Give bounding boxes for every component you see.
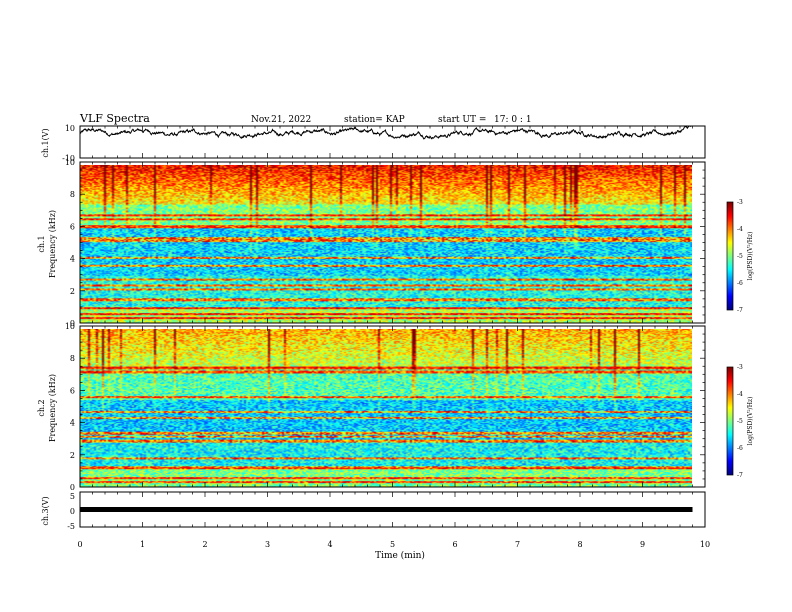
spec2-ytick-label-0: 0 [70, 483, 75, 492]
ch1-spectrogram-image [80, 165, 692, 323]
time-xtick-label-7: 7 [515, 540, 520, 549]
time-xtick-label-6: 6 [452, 540, 457, 549]
time-xtick-label-5: 5 [390, 540, 395, 549]
ch1-spectrogram-ylabel: Frequency (kHz) [48, 210, 57, 278]
spec2-ytick-label-8: 8 [70, 354, 75, 363]
ch2-cb-tick-m7: -7 [737, 472, 743, 479]
spec2-ytick-label-2: 2 [70, 451, 75, 460]
ch2-colorbar-gradient [727, 367, 733, 475]
ch1-cb-tick-m5: -5 [737, 253, 743, 260]
ch1-colorbar: -3 -4 -5 -6 -7 log(PSD)(V²/Hz) [726, 199, 754, 314]
time-xtick-label-9: 9 [640, 540, 645, 549]
spec1-ytick-label-8: 8 [70, 190, 75, 199]
ch1-cb-tick-m3: -3 [737, 199, 743, 206]
ch1-voltage-ylabel: ch.1(V) [41, 128, 50, 157]
spec1-ytick-label-6: 6 [70, 222, 75, 231]
ch1-colorbar-gradient [727, 202, 733, 310]
ch2-spectrogram-image [80, 329, 692, 487]
date-label: Nov.21, 2022 [251, 115, 311, 125]
time-xtick-label-1: 1 [140, 540, 145, 549]
ch1-ytick-bottom: -10 [62, 154, 75, 163]
station-label: station= KAP [344, 115, 405, 125]
ch2-spectrogram-ylabel-channel: ch.2 [37, 399, 46, 416]
spec1-ytick-label-0: 0 [70, 319, 75, 328]
ch3-ytick-top: 5 [70, 492, 75, 501]
time-xtick-label-8: 8 [577, 540, 582, 549]
spec2-ytick-label-6: 6 [70, 386, 75, 395]
spec1-ytick-label-4: 4 [70, 255, 75, 264]
spec2-ytick-label-10: 10 [65, 322, 75, 331]
ch1-spectrogram-panel: ch.1 Frequency (kHz) [37, 165, 692, 323]
ch1-cb-tick-m4: -4 [737, 226, 743, 233]
start-ut-value: 17: 0 : 1 [494, 115, 532, 125]
ch1-voltage-trace [79, 125, 693, 140]
ch3-voltage-panel: 5 0 -5 ch.3(V) Time (min) [41, 492, 693, 561]
spec1-ytick-label-10: 10 [65, 158, 75, 167]
ch3-voltage-trace [80, 507, 693, 512]
ch3-ytick-mid: 0 [70, 507, 75, 516]
ch2-cb-tick-m6: -6 [737, 445, 743, 452]
time-xtick-label-10: 10 [700, 540, 710, 549]
ch1-colorbar-label: log(PSD)(V²/Hz) [747, 232, 754, 281]
ch1-colorbar-frame [726, 201, 734, 311]
ch2-spectrogram-panel: ch.2 Frequency (kHz) [37, 329, 692, 487]
ch2-spectrogram-ylabel: Frequency (kHz) [48, 374, 57, 442]
time-xtick-label-2: 2 [202, 540, 207, 549]
ch1-cb-tick-m6: -6 [737, 280, 743, 287]
ch2-cb-tick-m3: -3 [737, 364, 743, 371]
ch1-spectrogram-ylabel-channel: ch.1 [37, 235, 46, 252]
time-axis-label: Time (min) [375, 550, 425, 561]
ch1-cb-tick-m7: -7 [737, 307, 743, 314]
spec1-ytick-label-2: 2 [70, 287, 75, 296]
time-xtick-label-3: 3 [265, 540, 270, 549]
time-xtick-label-4: 4 [327, 540, 332, 549]
ch3-voltage-ylabel: ch.3(V) [41, 496, 50, 525]
ch2-colorbar-frame [726, 366, 734, 476]
spec2-ytick-label-4: 4 [70, 419, 75, 428]
ch1-ytick-top: 10 [65, 124, 75, 133]
time-xtick-label-0: 0 [77, 540, 82, 549]
ch2-colorbar: -3 -4 -5 -6 -7 log(PSD)(V²/Hz) [726, 364, 754, 479]
ch2-cb-tick-m4: -4 [737, 391, 743, 398]
ch3-ytick-bottom: -5 [67, 522, 75, 531]
ch1-voltage-panel: 10 -10 ch.1(V) [41, 124, 693, 163]
start-ut-label: start UT = [438, 115, 486, 125]
figure-title: VLF Spectra [79, 112, 150, 125]
ch2-colorbar-label: log(PSD)(V²/Hz) [747, 397, 754, 446]
ch2-cb-tick-m5: -5 [737, 418, 743, 425]
